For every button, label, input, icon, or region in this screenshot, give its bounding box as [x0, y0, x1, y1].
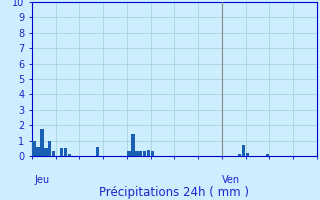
Bar [60, 148, 63, 156]
Text: Ven: Ven [222, 175, 240, 185]
Bar [266, 154, 269, 156]
X-axis label: Précipitations 24h ( mm ): Précipitations 24h ( mm ) [100, 186, 249, 199]
Bar [52, 151, 55, 156]
Bar [242, 145, 245, 156]
Bar [143, 151, 147, 156]
Bar [40, 129, 44, 156]
Bar [135, 151, 139, 156]
Bar [68, 154, 71, 156]
Bar [131, 134, 134, 156]
Bar [44, 148, 48, 156]
Bar [36, 147, 40, 156]
Bar [139, 151, 142, 156]
Bar [48, 141, 52, 156]
Bar [151, 151, 154, 156]
Bar [238, 154, 241, 156]
Bar [32, 141, 36, 156]
Bar [147, 150, 150, 156]
Text: Jeu: Jeu [34, 175, 49, 185]
Bar [246, 153, 249, 156]
Bar [127, 151, 131, 156]
Bar [64, 148, 67, 156]
Bar [96, 147, 99, 156]
